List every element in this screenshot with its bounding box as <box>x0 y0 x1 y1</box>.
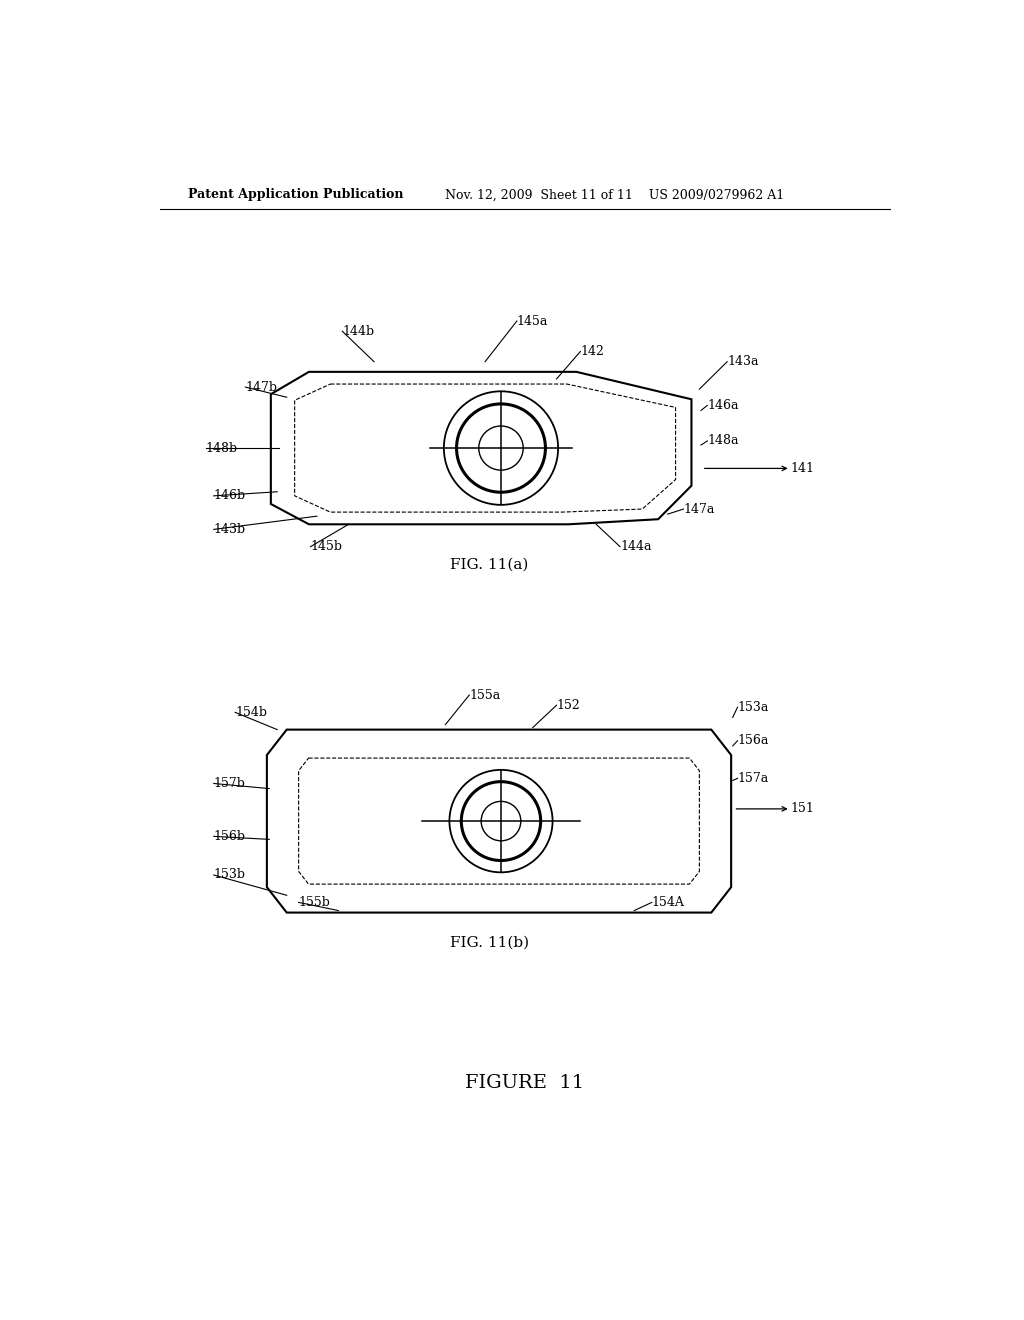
Text: 141: 141 <box>791 462 815 475</box>
Text: 144a: 144a <box>620 540 651 553</box>
Text: 145a: 145a <box>517 314 548 327</box>
Text: FIGURE  11: FIGURE 11 <box>465 1074 585 1093</box>
Text: FIG. 11(b): FIG. 11(b) <box>450 936 528 950</box>
Text: 154A: 154A <box>652 896 685 909</box>
Text: 153b: 153b <box>214 869 246 882</box>
Text: 151: 151 <box>791 803 814 816</box>
Text: 154b: 154b <box>236 706 267 719</box>
Text: 148b: 148b <box>206 442 238 454</box>
Text: FIG. 11(a): FIG. 11(a) <box>450 558 528 572</box>
Text: 143b: 143b <box>214 523 246 536</box>
Text: Patent Application Publication: Patent Application Publication <box>187 189 403 202</box>
Text: 157a: 157a <box>737 772 769 785</box>
Text: 147a: 147a <box>684 503 715 516</box>
Text: 155a: 155a <box>469 689 501 701</box>
Ellipse shape <box>479 426 523 470</box>
Text: 156b: 156b <box>214 830 246 843</box>
Text: 157b: 157b <box>214 777 246 789</box>
Text: Nov. 12, 2009  Sheet 11 of 11    US 2009/0279962 A1: Nov. 12, 2009 Sheet 11 of 11 US 2009/027… <box>445 189 784 202</box>
Text: 155b: 155b <box>299 896 331 909</box>
Ellipse shape <box>481 801 521 841</box>
Text: 144b: 144b <box>342 325 375 338</box>
Text: 142: 142 <box>581 345 604 358</box>
Text: 146a: 146a <box>708 399 739 412</box>
Text: 148a: 148a <box>708 434 739 447</box>
Text: 145b: 145b <box>310 540 342 553</box>
Text: 152: 152 <box>557 698 581 711</box>
Text: 156a: 156a <box>737 734 769 747</box>
Text: 147b: 147b <box>246 380 278 393</box>
Text: 146b: 146b <box>214 490 246 503</box>
Text: 143a: 143a <box>727 355 759 368</box>
Text: 153a: 153a <box>737 701 769 714</box>
